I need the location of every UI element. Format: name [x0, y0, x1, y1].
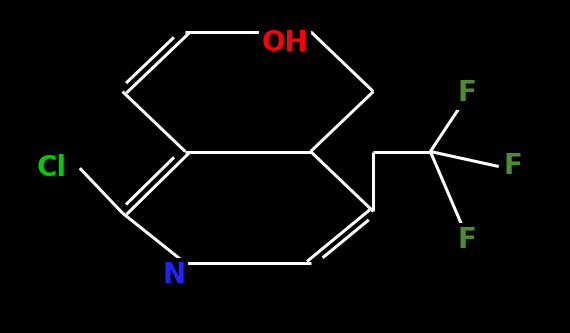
Text: Cl: Cl	[36, 154, 66, 182]
Text: OH: OH	[262, 29, 308, 57]
Text: F: F	[458, 226, 477, 254]
Text: N: N	[162, 261, 185, 289]
Text: F: F	[458, 79, 477, 107]
Text: F: F	[503, 153, 523, 180]
Text: N: N	[162, 261, 185, 289]
Text: F: F	[503, 153, 523, 180]
Text: Cl: Cl	[36, 154, 66, 182]
Text: OH: OH	[262, 29, 308, 57]
Text: F: F	[458, 226, 477, 254]
Text: F: F	[458, 79, 477, 107]
